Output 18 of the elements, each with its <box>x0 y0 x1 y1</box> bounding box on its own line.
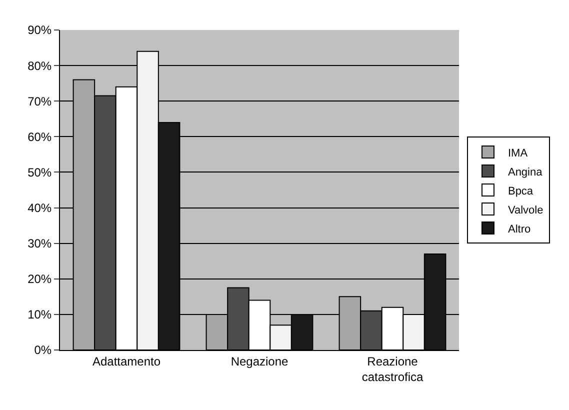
y-tick-label: 80% <box>28 58 52 73</box>
x-tick-label: Reazione catastrofica <box>362 354 424 384</box>
legend-label: Bpca <box>508 185 534 198</box>
x-tick-label: Negazione <box>230 354 289 368</box>
legend-label: Altro <box>508 223 531 236</box>
legend-label: Angina <box>508 166 544 178</box>
y-tick-label: 90% <box>28 23 52 38</box>
y-tick-label: 10% <box>28 308 52 322</box>
legend-label: IMA <box>508 147 528 160</box>
y-tick-label: 30% <box>28 236 52 251</box>
x-tick-label: Adattamento <box>92 354 161 368</box>
y-tick-label: 20% <box>28 272 52 286</box>
y-tick-label: 70% <box>28 94 52 108</box>
y-tick-label: 60% <box>28 130 52 144</box>
y-tick-label: 0% <box>34 343 52 358</box>
y-tick-label: 40% <box>28 200 52 215</box>
legend-label: Valvole <box>508 204 544 216</box>
y-tick-label: 50% <box>28 165 52 180</box>
